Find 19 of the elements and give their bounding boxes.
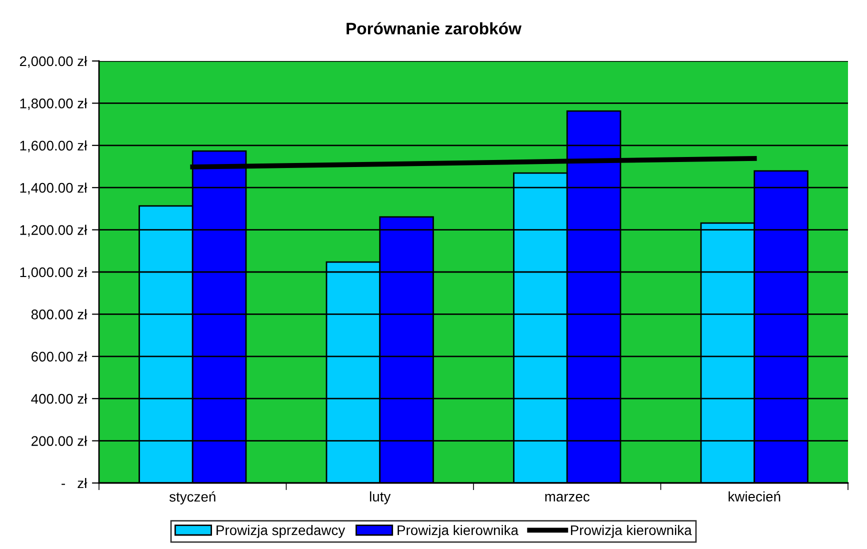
x-tick-label: marzec (545, 494, 590, 502)
x-tick-label: luty (370, 491, 391, 504)
y-tick-label: 400.00 zł (31, 394, 88, 404)
x-tick-label: kwiecień (728, 491, 780, 502)
y-tick-label: 200.00 zł (32, 436, 88, 446)
y-tick-label: 1,400.00 zł (20, 182, 88, 194)
chart-title: Porównanie zarobków (346, 22, 522, 34)
legend-label: Prowizja kierownika (398, 524, 518, 538)
legend-label: Prowizja sprzedawcy (216, 524, 346, 538)
y-tick-label: - zł (62, 478, 88, 488)
y-tick-label: 1,200.00 zł (20, 224, 88, 237)
y-tick-label: 1,600.00 zł (20, 140, 88, 152)
x-tick-label: styczeń (169, 491, 216, 504)
legend-label: Prowizja kierownika (571, 524, 692, 538)
y-tick-label: 1,800.00 zł (20, 98, 88, 110)
y-tick-label: 1,000.00 zł (20, 266, 88, 279)
y-tick-label: 600.00 zł (32, 351, 88, 362)
y-tick-label: 2,000.00 zł (20, 56, 88, 68)
y-tick-label: 800.00 zł (31, 309, 88, 320)
